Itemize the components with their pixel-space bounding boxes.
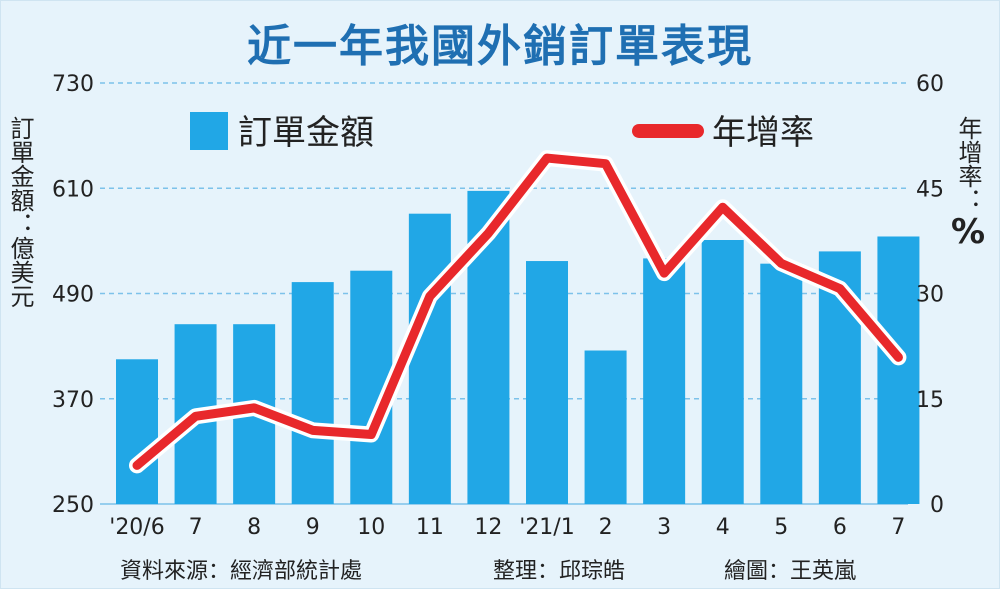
growth-line: [132, 153, 903, 470]
line-point: [370, 434, 372, 436]
x-tick-label: 7: [189, 515, 203, 540]
x-tick-label: 6: [833, 515, 847, 540]
line-point: [663, 272, 665, 274]
bar: [643, 258, 686, 504]
bar: [526, 261, 568, 504]
left-tick-label: 490: [52, 283, 94, 308]
legend-line-swatch: [632, 124, 704, 138]
right-axis-label: 年增率：%: [948, 116, 988, 252]
line-point: [897, 356, 899, 358]
left-tick-label: 250: [52, 493, 94, 518]
line-point: [546, 157, 548, 159]
x-axis-ticks: '20/6 7 8 9 10 11 12 '21/1 2 3 4 5 6 7: [109, 515, 905, 540]
x-tick-label: 11: [416, 515, 444, 540]
right-tick-label: 45: [916, 177, 944, 202]
bar: [760, 263, 803, 504]
x-tick-label: '21/1: [519, 515, 574, 540]
left-tick-label: 730: [52, 72, 94, 97]
line-point: [605, 163, 607, 165]
x-tick-label: 5: [774, 515, 788, 540]
left-axis-ticks: 250 370 490 610 730: [52, 72, 94, 518]
left-tick-label: 370: [52, 388, 94, 413]
legend-bar-swatch: [190, 112, 228, 150]
footer-source: 資料來源：經濟部統計處: [120, 559, 363, 584]
line-point: [780, 262, 782, 264]
x-tick-label: 9: [306, 515, 320, 540]
bar-series: [116, 190, 920, 505]
line-point: [429, 295, 431, 297]
x-tick-label: 10: [357, 515, 385, 540]
chart-title: 近一年我國外銷訂單表現: [247, 21, 753, 72]
x-tick-label: 8: [247, 515, 261, 540]
footer-editor: 整理：邱琮皓: [493, 559, 626, 584]
bar: [408, 213, 451, 504]
bar: [877, 236, 920, 505]
line-point: [253, 407, 255, 409]
right-tick-label: 60: [916, 72, 944, 97]
x-tick-label: 12: [474, 515, 502, 540]
bar: [291, 282, 334, 504]
x-tick-label: 7: [891, 515, 905, 540]
left-axis-label: 訂單金額：億美元: [6, 116, 34, 308]
line-point: [839, 288, 841, 290]
line-point: [136, 464, 138, 466]
bar: [116, 359, 158, 504]
legend-line-label: 年增率: [712, 113, 814, 153]
line-point: [487, 232, 489, 234]
right-tick-label: 0: [930, 493, 944, 518]
right-axis-label-text: 年增率：: [954, 116, 982, 212]
right-tick-label: 15: [916, 388, 944, 413]
legend: 訂單金額 年增率: [190, 112, 814, 153]
x-tick-label: '20/6: [109, 515, 164, 540]
x-tick-label: 4: [716, 515, 730, 540]
x-tick-label: 3: [657, 515, 671, 540]
right-axis-ticks: 0 15 30 45 60: [916, 72, 944, 518]
bar: [701, 239, 744, 504]
line-point: [312, 429, 314, 431]
left-tick-label: 610: [52, 177, 94, 202]
right-tick-label: 30: [916, 283, 944, 308]
line-point: [195, 415, 197, 417]
x-tick-label: 2: [599, 515, 613, 540]
bar: [584, 350, 627, 504]
legend-bar-label: 訂單金額: [238, 113, 374, 153]
footer-artist: 繪圖：王英嵐: [724, 559, 857, 584]
right-axis-unit: %: [948, 212, 988, 252]
line-point: [722, 206, 724, 208]
line-series: [129, 150, 907, 474]
